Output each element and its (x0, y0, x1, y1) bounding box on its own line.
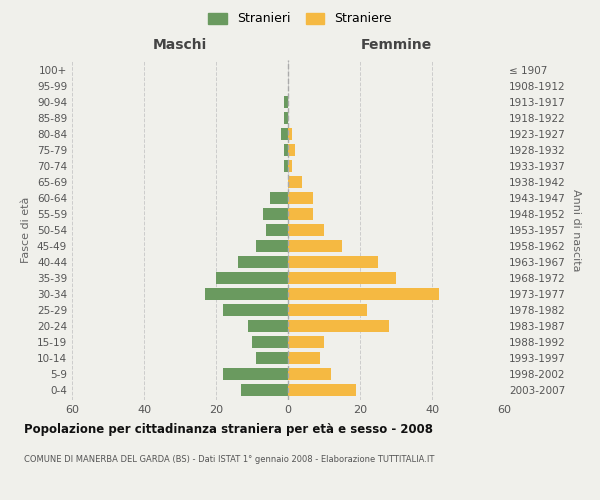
Bar (284, 144, 288, 156)
Bar (288, 368, 331, 380)
Bar (288, 256, 378, 268)
Bar (223, 304, 288, 316)
Bar (216, 272, 288, 284)
Bar (248, 320, 288, 332)
Bar (288, 240, 342, 252)
Y-axis label: Fasce di età: Fasce di età (22, 197, 31, 263)
Bar (263, 208, 288, 220)
Bar (288, 352, 320, 364)
Bar (288, 336, 324, 348)
Bar (284, 96, 288, 108)
Bar (238, 256, 288, 268)
Bar (252, 336, 288, 348)
Bar (270, 192, 288, 204)
Bar (288, 128, 292, 140)
Bar (288, 160, 292, 172)
Bar (223, 368, 288, 380)
Bar (256, 352, 288, 364)
Text: Femmine: Femmine (361, 38, 431, 52)
Text: Maschi: Maschi (153, 38, 207, 52)
Bar (288, 384, 356, 396)
Bar (288, 208, 313, 220)
Bar (281, 128, 288, 140)
Bar (288, 288, 439, 300)
Bar (288, 320, 389, 332)
Bar (288, 192, 313, 204)
Y-axis label: Anni di nascita: Anni di nascita (571, 188, 581, 271)
Bar (288, 144, 295, 156)
Bar (288, 272, 396, 284)
Legend: Stranieri, Straniere: Stranieri, Straniere (205, 8, 395, 29)
Bar (288, 304, 367, 316)
Bar (288, 224, 324, 236)
Bar (205, 288, 288, 300)
Bar (288, 176, 302, 188)
Bar (266, 224, 288, 236)
Text: Popolazione per cittadinanza straniera per età e sesso - 2008: Popolazione per cittadinanza straniera p… (24, 422, 433, 436)
Bar (256, 240, 288, 252)
Bar (284, 112, 288, 124)
Bar (241, 384, 288, 396)
Text: COMUNE DI MANERBA DEL GARDA (BS) - Dati ISTAT 1° gennaio 2008 - Elaborazione TUT: COMUNE DI MANERBA DEL GARDA (BS) - Dati … (24, 455, 434, 464)
Bar (284, 160, 288, 172)
